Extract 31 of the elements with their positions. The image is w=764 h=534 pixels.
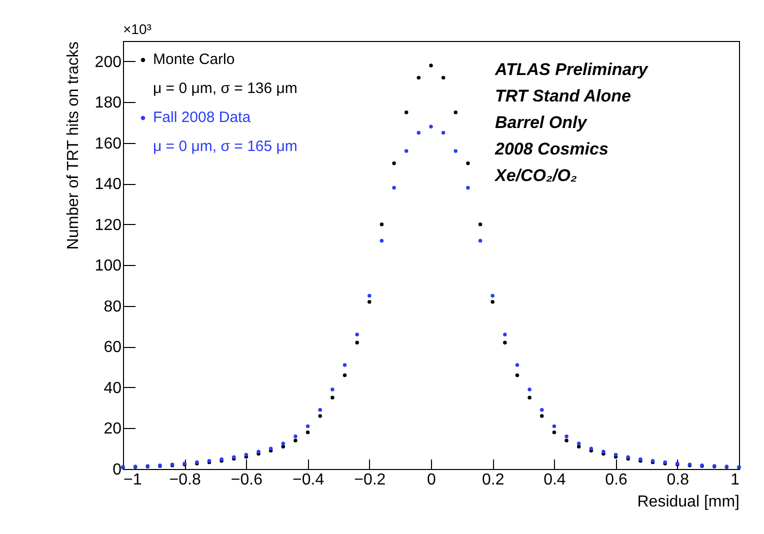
y-tick-label: 60 — [104, 339, 122, 356]
annotation: TRT Stand Alone — [495, 86, 631, 106]
y-tick-label: 140 — [94, 176, 122, 194]
annotation: Barrel Only — [495, 113, 588, 132]
y-tick-label: 40 — [104, 380, 122, 397]
x-axis-title: Residual [mm] — [637, 494, 740, 510]
x-tick-label: 1 — [730, 472, 740, 488]
legend-label: Fall 2008 Data μ = 0 μm, σ = 165 μm — [153, 109, 298, 155]
x-tick-label: −0.2 — [354, 472, 386, 488]
annotation: Xe/CO₂/O₂ — [494, 166, 578, 185]
y-tick-label: 80 — [104, 298, 122, 316]
text: ×10³ — [123, 21, 152, 37]
y-tick-label: 180 — [94, 94, 122, 112]
legend-label: Monte Carlo μ = 0 μm, σ = 136 μm — [153, 51, 298, 97]
y-tick-label: 200 — [94, 54, 122, 71]
x-tick-label: 0.4 — [544, 472, 566, 488]
y-axis-title: Number of TRT hits on tracks — [64, 42, 82, 250]
x-tick-label: 0 — [427, 472, 436, 488]
x-tick-label: 0.6 — [605, 472, 628, 488]
y-tick-label: 160 — [94, 135, 122, 152]
y-tick-label: 100 — [94, 258, 122, 275]
annotation: ATLAS Preliminary — [494, 60, 650, 79]
x-tick-label: 0.2 — [482, 472, 504, 488]
x-tick-label: −0.8 — [169, 472, 201, 488]
annotation: 2008 Cosmics — [494, 140, 608, 158]
x-tick-label: −1 — [124, 472, 142, 488]
x-tick-label: 0.8 — [666, 472, 690, 488]
x-tick-label: −0.4 — [292, 472, 324, 488]
y-tick-label: 120 — [94, 216, 122, 234]
y-tick-label: 20 — [104, 420, 122, 438]
x-tick-label: −0.6 — [230, 472, 263, 488]
